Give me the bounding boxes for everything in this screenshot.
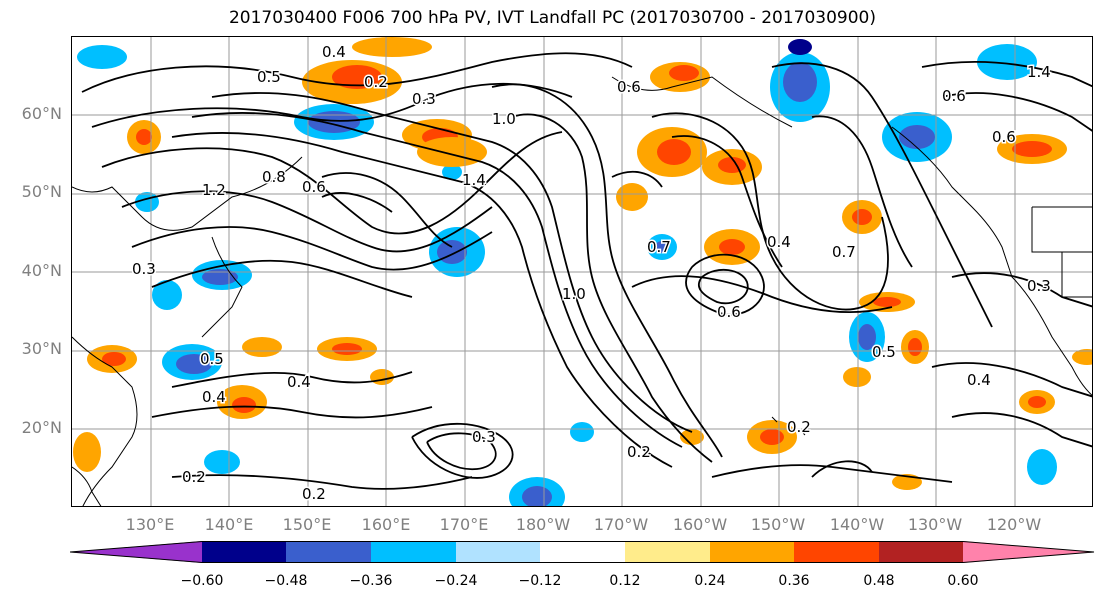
colorbar-tick: −0.24 <box>434 573 478 589</box>
lon-label: 140°E <box>204 515 254 534</box>
colorbar-tick: −0.48 <box>264 573 308 589</box>
colorbar-segment <box>710 541 794 563</box>
contour-label: 0.2 <box>787 418 811 436</box>
contour-label: 0.8 <box>262 168 286 186</box>
map-canvas: 0.5 0.4 0.2 0.6 0.3 1.0 1.2 0.8 0.4 0.6 … <box>72 37 1092 506</box>
contour-label: 1.2 <box>202 181 226 199</box>
lat-label: 60°N <box>21 104 62 123</box>
contour-label: 0.6 <box>617 78 641 96</box>
contour-label: 0.2 <box>182 468 206 486</box>
colorbar-segment <box>794 541 879 563</box>
colorbar-tick: −0.12 <box>518 573 562 589</box>
contour-labels: 0.5 0.4 0.2 0.6 0.3 1.0 1.2 0.8 0.4 0.6 … <box>131 42 1053 505</box>
colorbar-segment <box>963 541 1094 563</box>
contour-label: 1.4 <box>1027 63 1051 81</box>
pv-contours <box>81 52 1092 490</box>
colorbar-segment <box>286 541 371 563</box>
lat-label: 50°N <box>21 182 62 201</box>
lat-label: 40°N <box>21 261 62 280</box>
lon-label: 150°E <box>282 515 332 534</box>
lon-label: 140°W <box>829 515 885 534</box>
contour-label: 0.4 <box>322 43 346 61</box>
colorbar-tick: −0.60 <box>180 573 224 589</box>
colorbar-segment <box>625 541 710 563</box>
contour-label: 0.6 <box>717 303 741 321</box>
contour-label: 0.3 <box>1027 277 1051 295</box>
colorbar-tick: 0.60 <box>947 573 979 589</box>
contour-label: 0.6 <box>302 178 326 196</box>
colorbar-tick: 0.24 <box>694 573 726 589</box>
contour-label: 0.5 <box>200 350 224 368</box>
contour-label: 0.6 <box>942 87 966 105</box>
colorbar-tick: 0.48 <box>863 573 895 589</box>
lon-label: 150°W <box>750 515 806 534</box>
colorbar-segment <box>70 541 202 563</box>
contour-label: 0.4 <box>967 371 991 389</box>
colorbar-tick: 0.12 <box>609 573 641 589</box>
contour-label: 1.4 <box>462 171 486 189</box>
contour-label: 0.5 <box>872 343 896 361</box>
lon-label: 160°E <box>361 515 411 534</box>
lon-label: 120°W <box>986 515 1042 534</box>
colorbar-segment <box>879 541 963 563</box>
colorbar-tick: 0.36 <box>778 573 810 589</box>
contour-label: 0.2 <box>364 73 388 91</box>
contour-label: 0.4 <box>202 388 226 406</box>
shaded-anomalies <box>73 37 1092 506</box>
lon-label: 130°W <box>907 515 963 534</box>
contour-label: 0.3 <box>132 260 156 278</box>
coastlines <box>72 76 1092 506</box>
lat-label: 20°N <box>21 418 62 437</box>
contour-label: 0.4 <box>287 373 311 391</box>
contour-label: 0.6 <box>992 128 1016 146</box>
lon-label: 160°W <box>672 515 728 534</box>
contour-label: 1.0 <box>492 110 516 128</box>
contour-label: 0.7 <box>647 238 671 256</box>
contour-label: 0.2 <box>302 485 326 503</box>
colorbar-segment <box>540 541 625 563</box>
lon-label: 170°E <box>439 515 489 534</box>
lat-label: 30°N <box>21 339 62 358</box>
colorbar-tick: −0.36 <box>349 573 393 589</box>
lon-label: 180°W <box>515 515 571 534</box>
contour-label: 0.3 <box>412 90 436 108</box>
colorbar-segment <box>371 541 456 563</box>
contour-label: 0.7 <box>832 243 856 261</box>
contour-label: 0.4 <box>767 233 791 251</box>
colorbar-segment <box>202 541 286 563</box>
contour-label: 0.2 <box>627 443 651 461</box>
contour-label: 0.3 <box>472 428 496 446</box>
map-panel: 0.5 0.4 0.2 0.6 0.3 1.0 1.2 0.8 0.4 0.6 … <box>71 36 1093 507</box>
map-title: 2017030400 F006 700 hPa PV, IVT Landfall… <box>228 8 876 28</box>
contour-label: 0.5 <box>257 68 281 86</box>
contour-label: 1.0 <box>562 285 586 303</box>
colorbar <box>70 541 1095 563</box>
lon-label: 130°E <box>125 515 175 534</box>
colorbar-segment <box>456 541 540 563</box>
lon-label: 170°W <box>593 515 649 534</box>
